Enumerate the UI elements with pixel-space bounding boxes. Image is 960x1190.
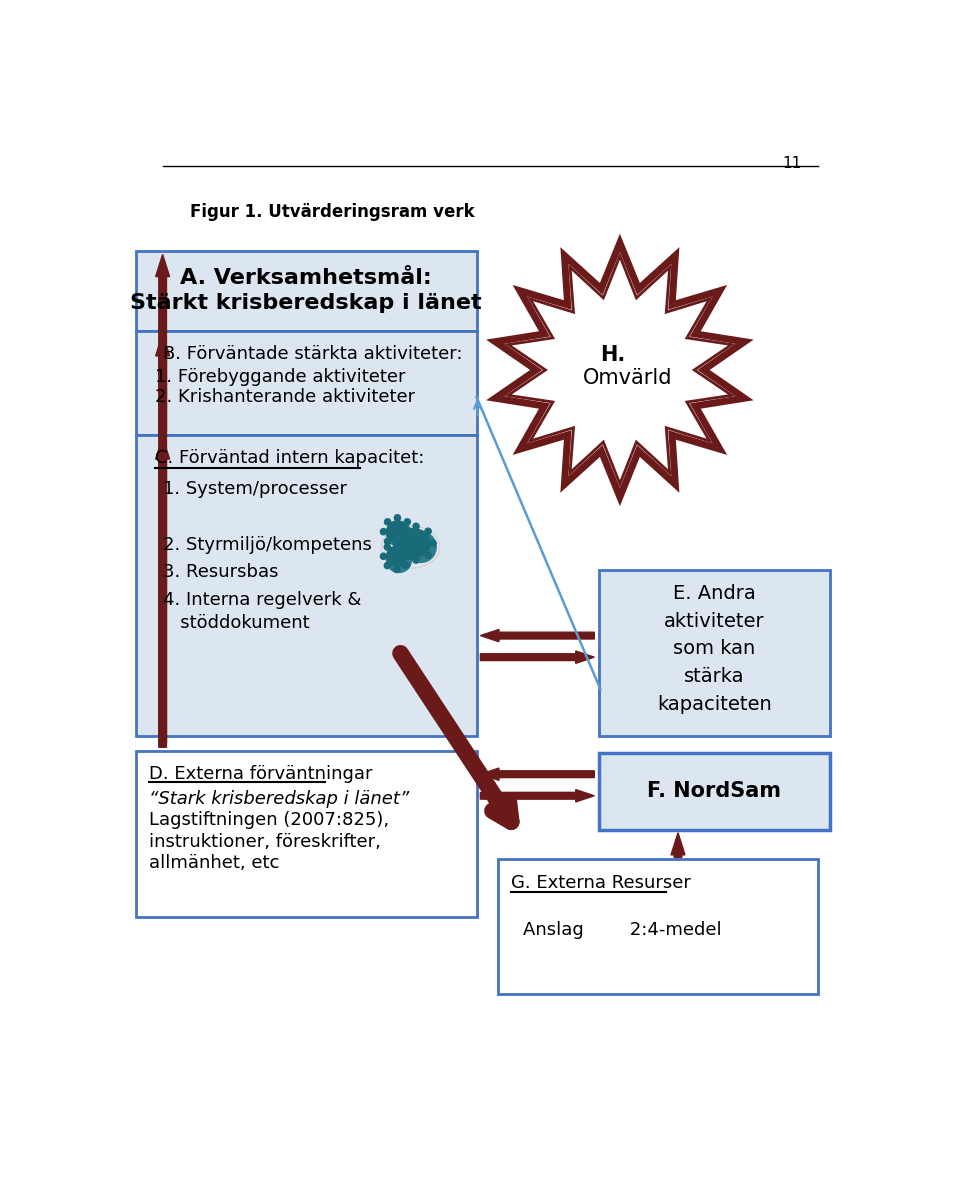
Circle shape <box>380 553 387 559</box>
Text: Anslag        2:4-medel: Anslag 2:4-medel <box>523 921 722 939</box>
Bar <box>135 332 476 436</box>
Circle shape <box>405 532 436 563</box>
Text: “Stark krisberedskap i länet”: “Stark krisberedskap i länet” <box>150 790 410 808</box>
Circle shape <box>403 563 409 569</box>
Text: E. Andra: E. Andra <box>673 584 756 603</box>
Text: H.: H. <box>601 345 626 364</box>
Circle shape <box>380 528 387 534</box>
Text: Figur 1. Utvärderingsram verk: Figur 1. Utvärderingsram verk <box>190 202 474 221</box>
Circle shape <box>387 547 412 572</box>
Circle shape <box>404 519 411 525</box>
Bar <box>135 251 476 332</box>
Polygon shape <box>156 333 170 432</box>
Text: allmänhet, etc: allmänhet, etc <box>150 854 279 872</box>
Text: 1. System/processer: 1. System/processer <box>162 480 347 499</box>
Circle shape <box>396 540 402 546</box>
Circle shape <box>387 546 407 566</box>
Text: D. Externa förväntningar: D. Externa förväntningar <box>150 765 372 783</box>
Polygon shape <box>480 790 594 802</box>
Circle shape <box>394 540 399 546</box>
Circle shape <box>430 540 436 546</box>
Circle shape <box>384 563 391 569</box>
Circle shape <box>387 521 412 546</box>
Bar <box>135 436 476 735</box>
Text: som kan: som kan <box>673 639 756 658</box>
Text: Stärkt krisberedskap i länet: Stärkt krisberedskap i länet <box>131 293 482 313</box>
Circle shape <box>385 538 391 545</box>
Circle shape <box>385 519 391 525</box>
Circle shape <box>425 528 431 534</box>
Circle shape <box>404 538 411 545</box>
Text: stöddokument: stöddokument <box>162 614 309 632</box>
Circle shape <box>408 528 415 534</box>
Circle shape <box>394 566 399 572</box>
Text: 2. Krishanterande aktiviteter: 2. Krishanterande aktiviteter <box>155 388 415 406</box>
Text: instruktioner, föreskrifter,: instruktioner, föreskrifter, <box>150 833 381 851</box>
Circle shape <box>413 557 420 563</box>
Text: 4. Interna regelverk &: 4. Interna regelverk & <box>162 591 361 609</box>
Text: A. Verksamhetsmål:: A. Verksamhetsmål: <box>180 268 432 288</box>
Text: 1. Förebyggande aktiviteter: 1. Förebyggande aktiviteter <box>155 368 405 386</box>
Circle shape <box>384 544 391 550</box>
Bar <box>135 751 476 916</box>
Circle shape <box>413 524 420 530</box>
Circle shape <box>425 552 431 558</box>
Text: kapaciteten: kapaciteten <box>657 695 772 714</box>
Text: C. Förväntad intern kapacitet:: C. Förväntad intern kapacitet: <box>155 450 424 468</box>
Bar <box>599 570 829 735</box>
Polygon shape <box>480 630 594 641</box>
Polygon shape <box>480 768 594 781</box>
Text: F. NordSam: F. NordSam <box>647 781 781 801</box>
Polygon shape <box>156 437 170 744</box>
Polygon shape <box>156 255 170 747</box>
Text: 2. Styrmiljö/kompetens: 2. Styrmiljö/kompetens <box>162 536 372 553</box>
Bar <box>498 859 818 994</box>
Circle shape <box>387 521 408 543</box>
Circle shape <box>401 528 407 534</box>
Text: Omvärld: Omvärld <box>583 369 672 388</box>
Text: aktiviteter: aktiviteter <box>664 612 765 631</box>
Circle shape <box>402 530 430 557</box>
Polygon shape <box>508 256 732 484</box>
Text: Lagstiftningen (2007:825),: Lagstiftningen (2007:825), <box>150 812 390 829</box>
Circle shape <box>407 553 413 559</box>
Circle shape <box>401 552 407 558</box>
Circle shape <box>403 544 409 550</box>
Polygon shape <box>480 651 594 663</box>
Text: G. Externa Resurser: G. Externa Resurser <box>512 875 691 892</box>
Text: 3. Resursbas: 3. Resursbas <box>162 563 278 581</box>
Circle shape <box>395 543 400 549</box>
Circle shape <box>395 515 400 521</box>
Polygon shape <box>495 243 745 497</box>
Text: stärka: stärka <box>684 668 745 687</box>
Polygon shape <box>671 833 685 857</box>
Text: 11: 11 <box>782 156 802 171</box>
Ellipse shape <box>381 526 440 568</box>
Bar <box>599 752 829 829</box>
Text: B. Förväntade stärkta aktiviteter:: B. Förväntade stärkta aktiviteter: <box>162 345 462 363</box>
